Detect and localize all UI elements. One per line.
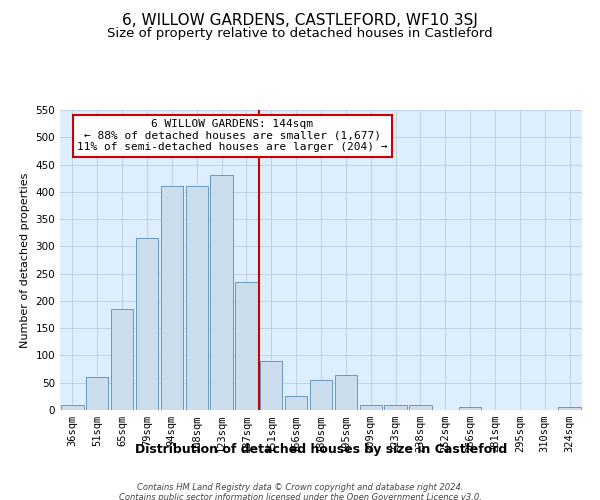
Y-axis label: Number of detached properties: Number of detached properties xyxy=(20,172,30,348)
Bar xyxy=(310,380,332,410)
Text: 6 WILLOW GARDENS: 144sqm
← 88% of detached houses are smaller (1,677)
11% of sem: 6 WILLOW GARDENS: 144sqm ← 88% of detach… xyxy=(77,119,388,152)
Text: Distribution of detached houses by size in Castleford: Distribution of detached houses by size … xyxy=(135,442,507,456)
Bar xyxy=(211,176,233,410)
Bar xyxy=(385,404,407,410)
Bar xyxy=(185,186,208,410)
Bar xyxy=(409,404,431,410)
Bar xyxy=(459,408,481,410)
Bar xyxy=(136,238,158,410)
Bar xyxy=(359,404,382,410)
Bar xyxy=(559,408,581,410)
Bar xyxy=(335,374,357,410)
Bar xyxy=(161,186,183,410)
Text: Size of property relative to detached houses in Castleford: Size of property relative to detached ho… xyxy=(107,28,493,40)
Bar xyxy=(235,282,257,410)
Bar xyxy=(86,378,109,410)
Text: Contains HM Land Registry data © Crown copyright and database right 2024.
Contai: Contains HM Land Registry data © Crown c… xyxy=(119,482,481,500)
Text: 6, WILLOW GARDENS, CASTLEFORD, WF10 3SJ: 6, WILLOW GARDENS, CASTLEFORD, WF10 3SJ xyxy=(122,12,478,28)
Bar xyxy=(260,361,283,410)
Bar xyxy=(61,404,83,410)
Bar xyxy=(285,396,307,410)
Bar xyxy=(111,309,133,410)
